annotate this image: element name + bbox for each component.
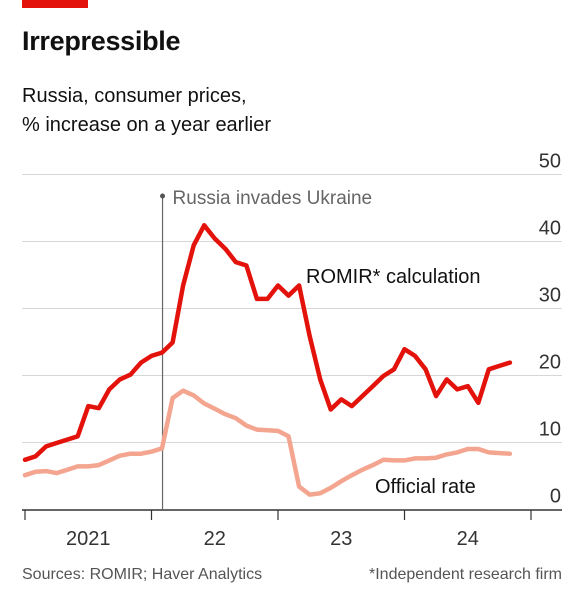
x-tick-label: 2021 xyxy=(66,528,111,550)
x-tick-label: 23 xyxy=(330,528,352,550)
chart-title: Irrepressible xyxy=(22,26,181,56)
y-tick-label: 10 xyxy=(539,419,561,441)
y-tick-label: 50 xyxy=(539,151,561,173)
chart-subtitle: Russia, consumer prices, % increase on a… xyxy=(22,82,271,140)
x-tick-label: 24 xyxy=(457,528,479,550)
footnote: *Independent research firm xyxy=(369,566,562,583)
series-label-romir: ROMIR* calculation xyxy=(306,266,481,288)
subtitle-line-2: % increase on a year earlier xyxy=(22,114,272,136)
subtitle-line-1: Russia, consumer prices, xyxy=(22,85,247,107)
y-tick-label: 40 xyxy=(539,218,561,240)
invasion-annotation: Russia invades Ukraine xyxy=(173,188,373,209)
y-tick-label: 30 xyxy=(539,285,561,307)
source-note: Sources: ROMIR; Haver Analytics xyxy=(22,566,263,583)
x-tick-label: 22 xyxy=(204,528,226,550)
y-tick-label: 20 xyxy=(539,352,561,374)
y-tick-label: 0 xyxy=(550,486,561,508)
invasion-marker-dot xyxy=(160,193,166,199)
series-label-official: Official rate xyxy=(375,476,476,498)
brand-red-bar xyxy=(22,0,88,8)
series-line-romir xyxy=(22,223,513,463)
series-line-official xyxy=(22,388,513,497)
